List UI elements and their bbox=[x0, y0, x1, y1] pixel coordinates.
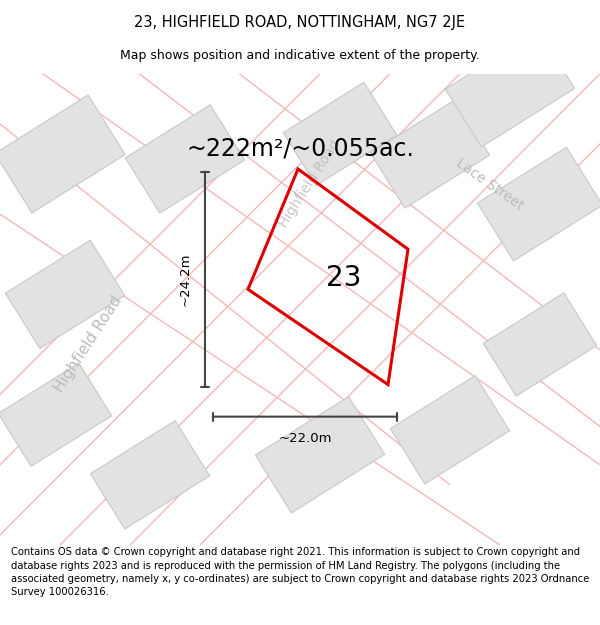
Text: ~22.0m: ~22.0m bbox=[278, 432, 332, 445]
Text: 23: 23 bbox=[326, 264, 361, 292]
Polygon shape bbox=[125, 105, 245, 213]
Polygon shape bbox=[0, 363, 112, 466]
Polygon shape bbox=[91, 421, 209, 529]
Polygon shape bbox=[391, 376, 509, 484]
Polygon shape bbox=[483, 293, 597, 396]
Polygon shape bbox=[256, 397, 385, 513]
Text: Highfield Road: Highfield Road bbox=[277, 138, 343, 231]
Polygon shape bbox=[370, 100, 490, 208]
Polygon shape bbox=[0, 95, 125, 213]
Polygon shape bbox=[283, 82, 397, 186]
Polygon shape bbox=[478, 148, 600, 261]
Text: Contains OS data © Crown copyright and database right 2021. This information is : Contains OS data © Crown copyright and d… bbox=[11, 548, 589, 597]
Polygon shape bbox=[445, 31, 575, 147]
Text: 23, HIGHFIELD ROAD, NOTTINGHAM, NG7 2JE: 23, HIGHFIELD ROAD, NOTTINGHAM, NG7 2JE bbox=[134, 14, 466, 29]
Text: Lace Street: Lace Street bbox=[454, 156, 526, 212]
Text: Highfield Road: Highfield Road bbox=[52, 294, 125, 396]
Text: ~24.2m: ~24.2m bbox=[179, 253, 191, 306]
Text: Map shows position and indicative extent of the property.: Map shows position and indicative extent… bbox=[120, 49, 480, 62]
Text: ~222m²/~0.055ac.: ~222m²/~0.055ac. bbox=[186, 137, 414, 161]
Polygon shape bbox=[5, 240, 125, 349]
